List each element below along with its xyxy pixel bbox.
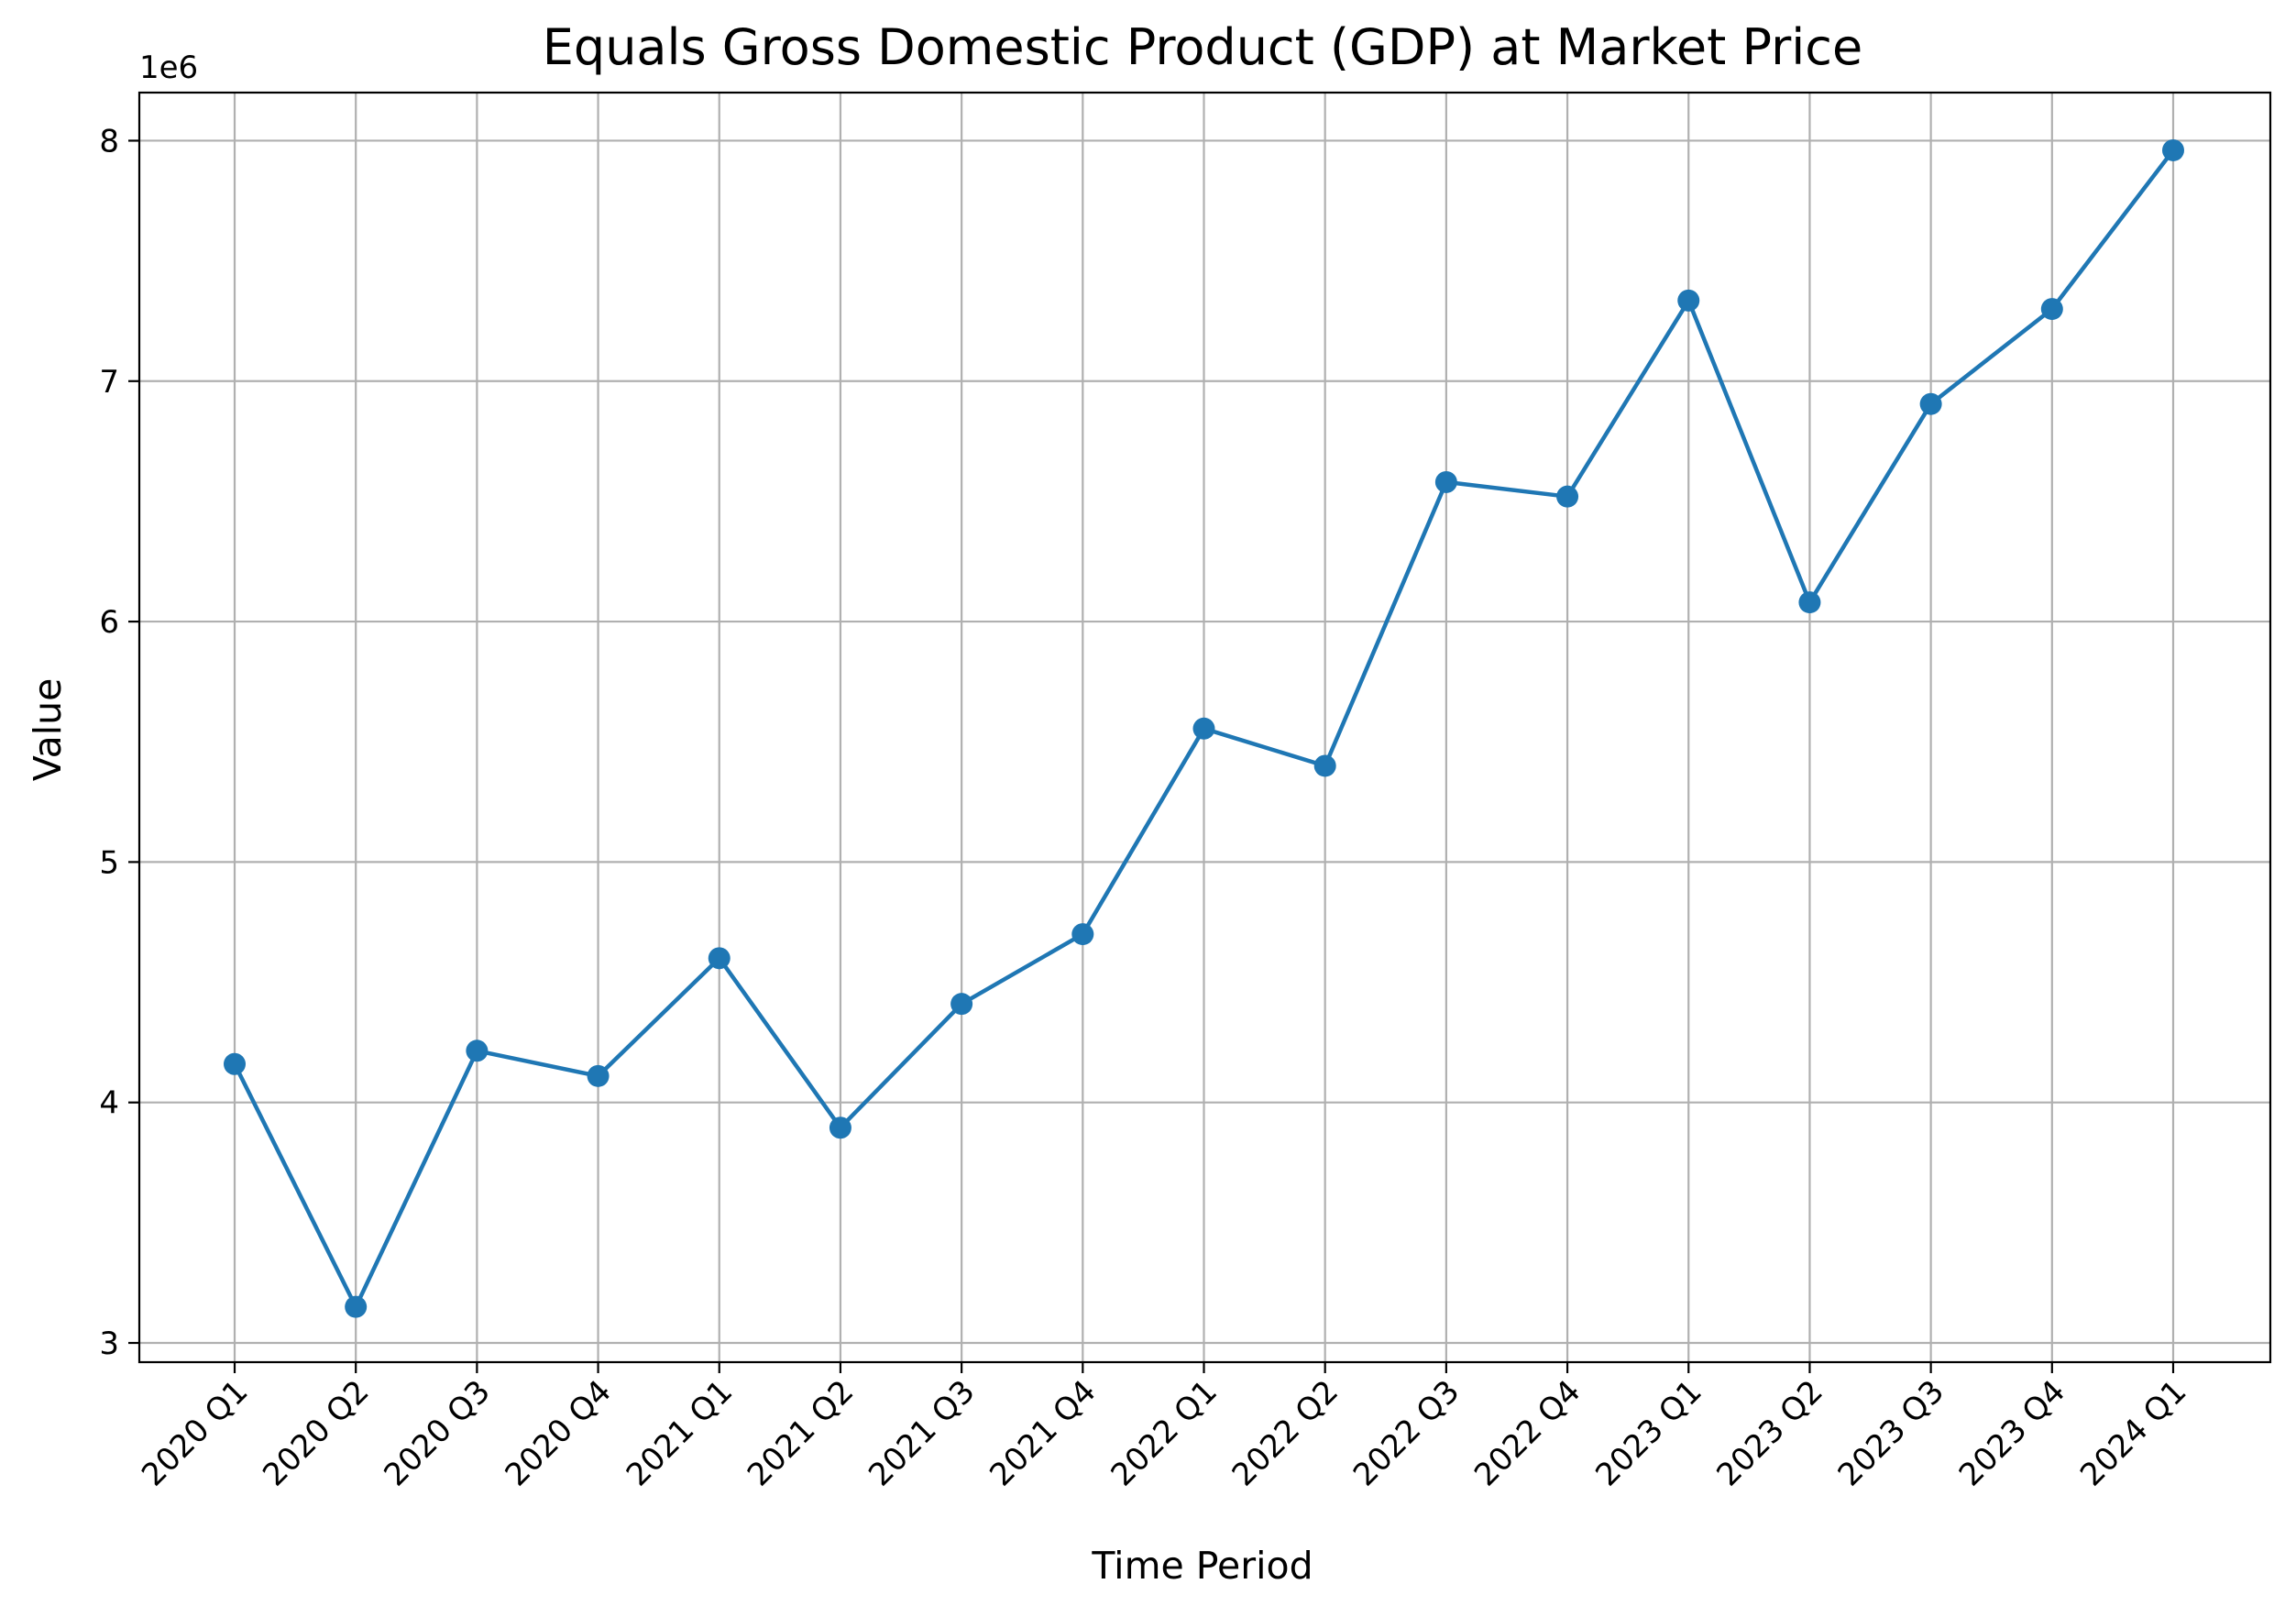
y-axis-label: Value	[26, 678, 70, 782]
data-point	[1313, 754, 1336, 777]
chart-title: Equals Gross Domestic Product (GDP) at M…	[543, 18, 1862, 76]
data-point	[1556, 485, 1579, 508]
data-point	[1434, 470, 1457, 493]
data-point	[950, 993, 973, 1016]
data-point	[466, 1040, 489, 1062]
data-point	[1071, 923, 1094, 946]
grid-lines	[139, 93, 2270, 1362]
x-axis-label: Time Period	[1091, 1544, 1313, 1588]
y-tick-label: 6	[99, 604, 119, 641]
data-point	[2040, 298, 2063, 321]
data-point	[1798, 591, 1821, 614]
data-point	[829, 1116, 851, 1139]
y-tick-label: 7	[99, 364, 119, 401]
data-point	[2162, 138, 2184, 161]
y-tick-label: 3	[99, 1326, 119, 1362]
axis-ticks	[128, 139, 2175, 1373]
data-point	[708, 947, 731, 970]
data-point	[587, 1064, 610, 1087]
data-point	[224, 1052, 246, 1075]
data-point	[1677, 289, 1700, 312]
data-point	[1919, 392, 1942, 415]
y-tick-labels: 3 4 5 6 7 8	[99, 123, 119, 1362]
y-tick-label: 4	[99, 1085, 119, 1122]
y-tick-label: 8	[99, 123, 119, 160]
y-tick-label: 5	[99, 844, 119, 881]
data-point	[1192, 717, 1215, 740]
series-layer	[224, 138, 2184, 1318]
plot-frame	[137, 91, 2272, 1364]
data-point	[345, 1295, 368, 1318]
y-axis-offset-label: 1e6	[139, 50, 198, 86]
